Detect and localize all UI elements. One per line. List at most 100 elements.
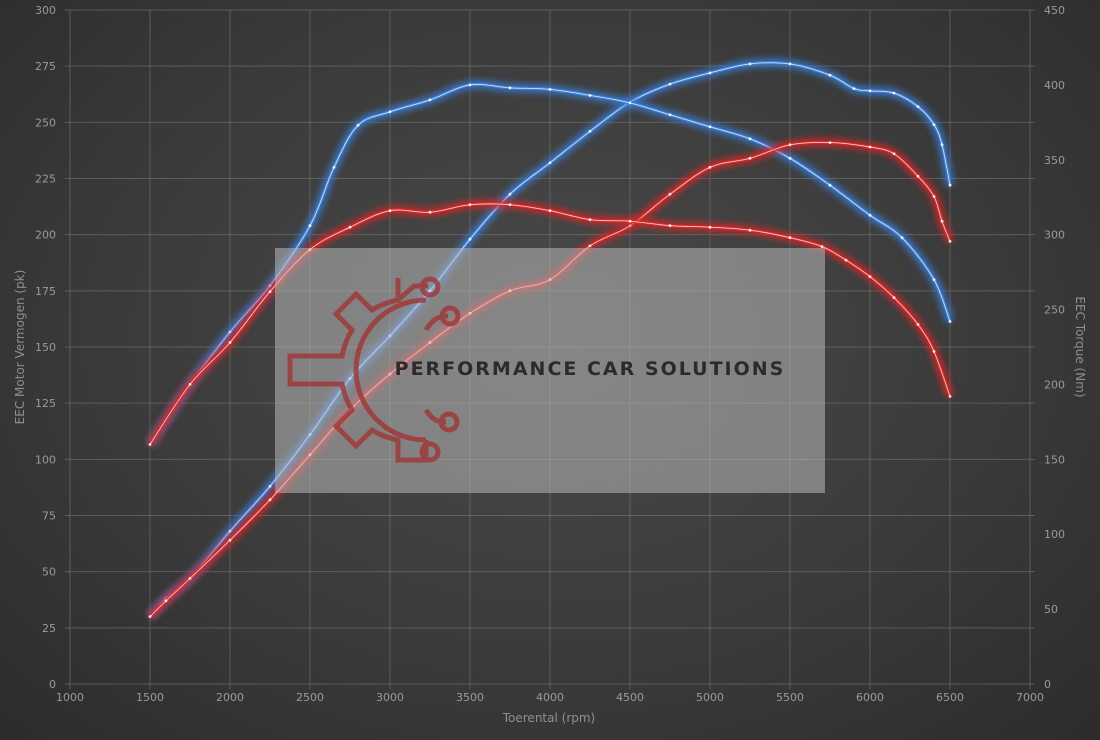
y-right-tick-label: 100 — [1044, 528, 1065, 541]
y-left-tick-label: 50 — [42, 566, 56, 579]
series-point — [668, 224, 672, 228]
series-point — [900, 236, 904, 240]
x-tick-label: 4500 — [616, 691, 644, 704]
watermark-panel — [275, 248, 825, 493]
series-point — [916, 323, 920, 326]
series-point — [940, 219, 944, 223]
series-point — [708, 71, 712, 75]
series-point — [332, 165, 336, 169]
y-right-tick-label: 200 — [1044, 378, 1065, 391]
gear-circuit-icon — [287, 276, 461, 463]
series-point — [916, 174, 920, 178]
y-left-axis-title: EEC Motor Vermogen (pk) — [13, 270, 27, 425]
y-right-tick-label: 150 — [1044, 453, 1065, 466]
series-point — [668, 113, 672, 117]
series-point — [468, 203, 472, 207]
series-point — [668, 192, 672, 196]
series-point — [708, 225, 712, 229]
series-point — [916, 105, 920, 108]
series-point — [828, 73, 832, 77]
series-point — [268, 484, 272, 488]
series-3-left-axis — [146, 137, 955, 620]
y-left-tick-label: 250 — [35, 116, 56, 129]
series-point — [932, 350, 936, 353]
series-point — [508, 86, 512, 90]
series-point — [948, 395, 952, 398]
series-point — [932, 195, 936, 198]
y-left-tick-label: 200 — [35, 229, 56, 242]
series-point — [548, 88, 552, 91]
series-point — [628, 219, 632, 223]
series-point — [820, 245, 824, 249]
series-point — [588, 244, 592, 248]
y-left-tick-label: 300 — [35, 4, 56, 17]
series-point — [508, 192, 512, 196]
x-tick-label: 2500 — [296, 691, 324, 704]
series-point — [844, 258, 848, 262]
x-tick-label: 5500 — [776, 691, 804, 704]
series-point — [348, 225, 352, 229]
x-tick-label: 3500 — [456, 691, 484, 704]
series-point — [708, 125, 712, 129]
series-point — [356, 123, 360, 127]
series-point — [468, 237, 472, 241]
series-point — [188, 577, 192, 580]
y-right-tick-label: 250 — [1044, 304, 1065, 317]
y-left-tick-label: 175 — [35, 285, 56, 298]
series-point — [164, 599, 168, 603]
y-right-axis-title: EEC Torque (Nm) — [1073, 296, 1087, 397]
series-point — [148, 443, 152, 446]
y-left-tick-label: 75 — [42, 510, 56, 523]
x-axis-title: Toerental (rpm) — [502, 711, 595, 725]
series-point — [228, 529, 232, 533]
series-point — [228, 330, 232, 334]
series-point — [228, 538, 232, 542]
x-axis-ticks: 1000 1500 2000 2500 3000 3500 4000 4500 5000 5500… — [56, 691, 1044, 704]
series-point — [548, 209, 552, 213]
y-left-tick-label: 225 — [35, 173, 56, 186]
x-tick-label: 7000 — [1016, 691, 1044, 704]
y-right-tick-label: 50 — [1044, 603, 1058, 616]
series-point — [628, 101, 632, 105]
series-point — [948, 240, 952, 243]
series-point — [892, 91, 896, 95]
series-point — [748, 137, 752, 141]
y-left-tick-label: 150 — [35, 341, 56, 354]
x-tick-label: 6000 — [856, 691, 884, 704]
series-point — [588, 129, 592, 133]
x-tick-label: 1500 — [136, 691, 164, 704]
series-point — [852, 87, 856, 90]
series-point — [748, 156, 752, 160]
y-right-tick-label: 350 — [1044, 154, 1065, 167]
y-left-tick-label: 100 — [35, 453, 56, 466]
series-point — [868, 89, 872, 93]
y-right-tick-label: 450 — [1044, 4, 1065, 17]
y-right-tick-label: 300 — [1044, 229, 1065, 242]
series-point — [268, 498, 272, 502]
series-point — [828, 141, 832, 145]
series-point — [268, 290, 272, 293]
series-point — [868, 145, 872, 149]
watermark: PERFORMANCE CAR SOLUTIONS — [275, 248, 825, 493]
x-tick-label: 4000 — [536, 691, 564, 704]
y-left-tick-label: 275 — [35, 60, 56, 73]
series-point — [468, 83, 472, 87]
series-point — [388, 209, 392, 213]
y-right-tick-label: 400 — [1044, 79, 1065, 92]
x-tick-label: 6500 — [936, 691, 964, 704]
series-point — [788, 156, 792, 160]
y-left-tick-label: 125 — [35, 397, 56, 410]
series-point — [428, 210, 432, 214]
series-point — [588, 94, 592, 97]
series-point — [748, 228, 752, 232]
y-left-tick-label: 0 — [49, 678, 56, 691]
series-point — [932, 278, 936, 281]
series-point — [588, 218, 592, 222]
series-point — [868, 213, 872, 217]
series-point — [788, 62, 792, 66]
series-point — [508, 203, 512, 207]
series-point — [428, 98, 432, 102]
series-point — [788, 143, 792, 147]
series-point — [708, 165, 712, 169]
series-point — [828, 183, 832, 187]
